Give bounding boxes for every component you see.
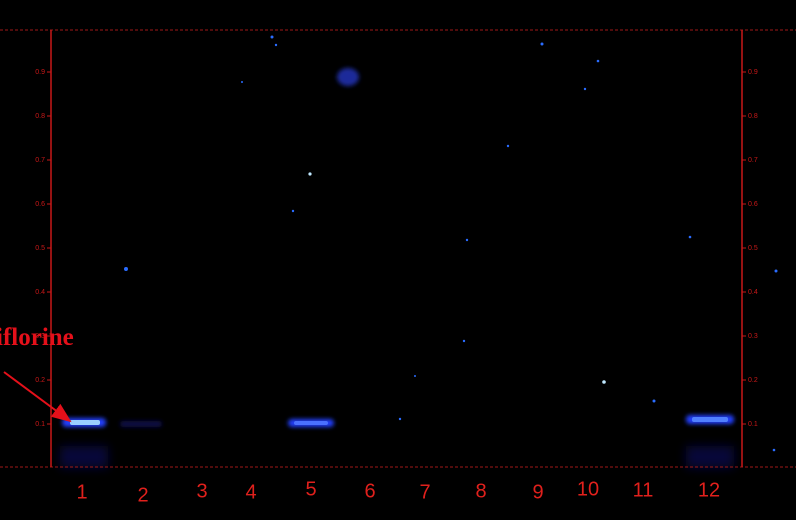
rf-label: 0.8 [35, 113, 45, 120]
lane-label: 1 [76, 481, 87, 503]
rf-label: 0.6 [35, 201, 45, 208]
background [0, 0, 796, 520]
rf-label: 0.9 [35, 69, 45, 76]
lane-label: 7 [419, 481, 430, 503]
rf-label: 0.8 [748, 113, 758, 120]
lane-label: 11 [633, 479, 654, 501]
rf-label: 0.1 [35, 421, 45, 428]
rf-label: 0.7 [748, 157, 758, 164]
rf-label: 0.2 [748, 377, 758, 384]
lane-label: 8 [475, 480, 486, 502]
rf-label: 0.5 [35, 245, 45, 252]
rf-label: 0.3 [748, 333, 758, 340]
origin-glow [686, 446, 734, 468]
lane-label: 5 [305, 478, 316, 500]
lane-label: 3 [196, 480, 207, 502]
lane-label: 4 [245, 481, 256, 503]
rf-label: 0.4 [748, 289, 758, 296]
origin-glow [60, 446, 108, 468]
lane-label: 9 [532, 481, 543, 503]
rf-label: 0.6 [748, 201, 758, 208]
rf-label: 0.9 [748, 69, 758, 76]
lane-label: 12 [698, 479, 720, 501]
tlc-plate: iflorine 0.10.10.20.20.30.30.40.40.50.50… [0, 0, 796, 520]
rf-label: 0.4 [35, 289, 45, 296]
lane-label: 6 [364, 480, 375, 502]
rf-label: 0.7 [35, 157, 45, 164]
rf-label: 0.1 [748, 421, 758, 428]
rf-label: 0.2 [35, 377, 45, 384]
rf-label: 0.5 [748, 245, 758, 252]
rf-label: 0.3 [35, 333, 45, 340]
lane-label: 2 [137, 484, 148, 506]
lane-label: 10 [577, 478, 599, 500]
